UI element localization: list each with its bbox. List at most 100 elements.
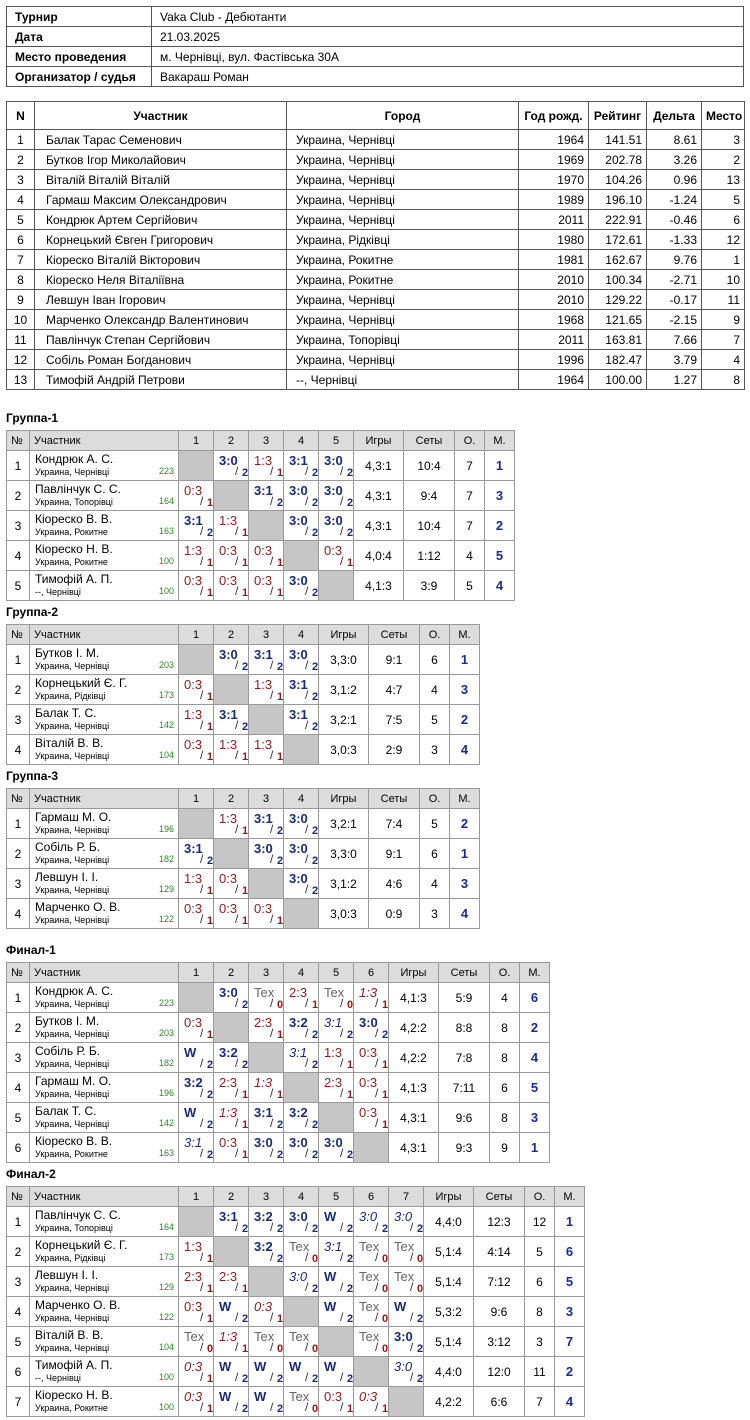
sets-value: 4:14	[473, 1236, 525, 1267]
points-value: 7	[454, 480, 485, 511]
match-points: 1	[242, 557, 249, 569]
rating: 141.51	[588, 129, 647, 150]
score-slash: /	[305, 1026, 309, 1040]
score-slash: /	[200, 1056, 204, 1070]
points-value: 4	[454, 540, 485, 571]
player-rating: 142	[158, 720, 174, 730]
player-name: Павлінчук С. С.	[35, 482, 121, 496]
match-cell: 3:0/2	[353, 1012, 389, 1043]
player-city: Украина, Чернівці	[35, 1313, 110, 1323]
score-slash: /	[270, 584, 274, 598]
match-points: 2	[417, 1223, 424, 1235]
place: 7	[701, 329, 745, 350]
match-cell: 0:3/1	[178, 1296, 214, 1327]
games-value: 4,2:2	[388, 1012, 439, 1043]
match-points: 2	[312, 855, 319, 867]
match-points: 0	[347, 999, 354, 1011]
score-slash: /	[410, 1310, 414, 1324]
score-slash: /	[235, 1220, 239, 1234]
player-cell: Левшун І. І. Украина, Чернівці 129	[29, 868, 179, 899]
match-score: 0:3	[254, 901, 273, 916]
match-points: 2	[312, 661, 319, 673]
col-opponent: 1	[178, 1186, 214, 1207]
match-cell: Tex/0	[388, 1266, 424, 1297]
match-points: 2	[242, 1223, 249, 1235]
score-slash: /	[340, 1026, 344, 1040]
score-slash: /	[340, 1086, 344, 1100]
col-sets: Сеты	[403, 430, 455, 451]
score-slash: /	[340, 1370, 344, 1384]
place: 2	[701, 149, 745, 170]
birth-year: 1996	[518, 349, 589, 370]
place: 10	[701, 269, 745, 290]
match-cell: 3:1/2	[178, 510, 214, 541]
score-slash: /	[305, 524, 309, 538]
match-cell: Tex/0	[388, 1236, 424, 1267]
col-opponent: 4	[283, 788, 319, 809]
match-points: 2	[277, 1253, 284, 1265]
score-slash: /	[340, 1146, 344, 1160]
match-cell: Tex/0	[318, 982, 354, 1013]
match-cell: 3:0/2	[283, 838, 319, 869]
points-value: 5	[454, 570, 485, 601]
player-row: 3 Левшун І. І. Украина, Чернівці 129 1:3/1 0:…	[6, 868, 480, 899]
match-points: 1	[382, 1403, 389, 1415]
match-points: 1	[277, 1313, 284, 1325]
match-cell: 3:1/2	[248, 1102, 284, 1133]
player-name: Левшун І. І.	[35, 1268, 99, 1282]
match-score: 3:0	[289, 841, 308, 856]
group-table: № Участник 1 2 3 4 5 6 7 Игры Сеты О. М. 1 Павлінчук С…	[6, 1186, 585, 1417]
score-slash: /	[340, 1250, 344, 1264]
place-value: 3	[495, 488, 504, 503]
match-score: 1:3	[254, 677, 273, 692]
match-cell: 0:3/1	[213, 540, 249, 571]
place-value: 3	[565, 1304, 574, 1319]
score-slash: /	[375, 1086, 379, 1100]
match-score: 3:2	[254, 1209, 273, 1224]
player-name: Кондрюк А. С.	[35, 452, 114, 466]
score-slash: /	[235, 1370, 239, 1384]
place-cell: 1	[519, 1132, 550, 1163]
score-slash: /	[200, 1400, 204, 1414]
player-name: Тимофій А. П.	[35, 1358, 113, 1372]
match-cell: 3:0/2	[283, 510, 319, 541]
match-cell: 3:2/2	[213, 1042, 249, 1073]
score-slash: /	[340, 554, 344, 568]
sets-value: 3:9	[403, 570, 455, 601]
col-games: Игры	[318, 624, 369, 645]
score-slash: /	[235, 1400, 239, 1414]
score-slash: /	[340, 524, 344, 538]
info-key: Организатор / судья	[6, 66, 152, 87]
match-cell: Tex/0	[353, 1296, 389, 1327]
place-value: 6	[565, 1244, 574, 1259]
info-row: Дата 21.03.2025	[6, 26, 744, 47]
sets-value: 9:1	[368, 838, 420, 869]
player-cell: Балак Т. С. Украина, Чернівці 142	[29, 704, 179, 735]
match-points: 1	[242, 885, 249, 897]
player-name: Гармаш М. О.	[35, 1074, 112, 1088]
match-cell: 3:1/2	[178, 838, 214, 869]
match-score: 3:0	[289, 1269, 308, 1284]
match-points: 2	[347, 497, 354, 509]
col-opponent: 7	[388, 1186, 424, 1207]
col-number: №	[6, 624, 30, 645]
match-points: 1	[207, 751, 214, 763]
match-score: 0:3	[184, 1359, 203, 1374]
match-score: 3:2	[289, 1015, 308, 1030]
group-title: Группа-2	[6, 605, 59, 619]
player-name: Бутков І. М.	[35, 646, 100, 660]
games-value: 3,0:3	[318, 898, 369, 929]
match-points: 2	[207, 1089, 214, 1101]
player-cell: Віталій В. В. Украина, Чернівці 104	[29, 1326, 179, 1357]
place-value: 2	[530, 1020, 539, 1035]
match-points: 1	[382, 1089, 389, 1101]
match-score: 3:0	[219, 453, 238, 468]
col-opponent: 6	[353, 1186, 389, 1207]
player-rating: 129	[158, 1282, 174, 1292]
match-cell: 0:3/1	[213, 898, 249, 929]
participant-number: 4	[6, 189, 35, 210]
table-row: 9 Левшун Іван Ігорович Украина, Чернівці 20…	[6, 289, 745, 310]
match-score: Tex	[359, 1329, 380, 1344]
player-cell: Віталій В. В. Украина, Чернівці 104	[29, 734, 179, 765]
player-city: Украина, Чернівці	[35, 1059, 110, 1069]
